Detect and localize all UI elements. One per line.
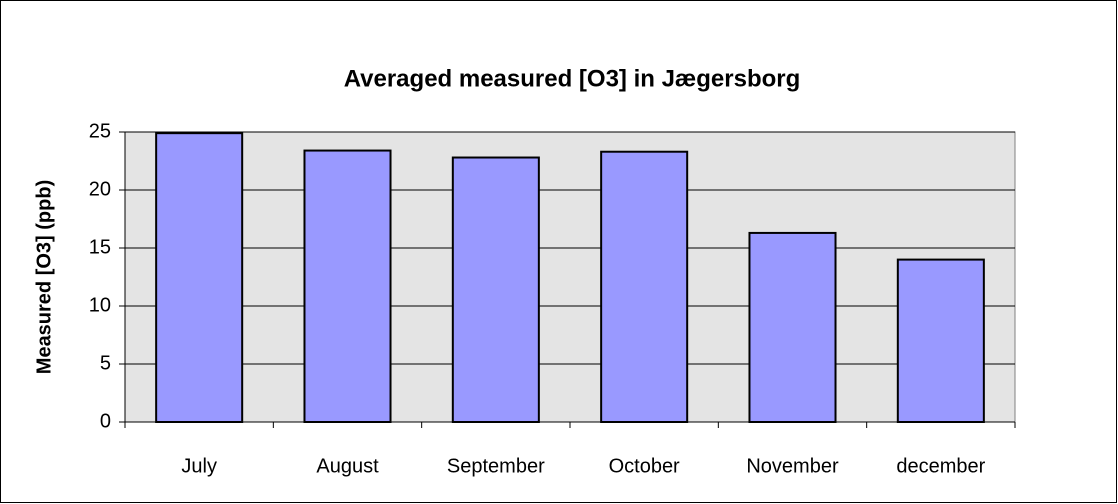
bar [155, 132, 244, 423]
y-axis-label: Measured [O3] (ppb) [33, 180, 55, 374]
y-tick-label: 5 [100, 352, 111, 374]
x-tick-label: October [609, 455, 680, 477]
plot-area [124, 131, 1016, 423]
y-tick-label: 10 [89, 294, 111, 316]
x-tick-label: december [896, 455, 985, 477]
x-tick-label: November [746, 455, 839, 477]
x-tick-label: July [181, 455, 217, 477]
y-tick-label: 20 [89, 178, 111, 200]
x-tick-label: September [447, 455, 545, 477]
chart-title: Averaged measured [O3] in Jægersborg [344, 65, 801, 92]
bar [451, 156, 540, 424]
bar [303, 149, 392, 423]
bar [748, 231, 837, 423]
x-tick-label: August [316, 455, 379, 477]
y-tick-label: 25 [89, 120, 111, 142]
y-tick-label: 15 [89, 236, 111, 258]
bar [896, 258, 985, 423]
bar [600, 150, 689, 423]
y-tick-label: 0 [100, 410, 111, 432]
